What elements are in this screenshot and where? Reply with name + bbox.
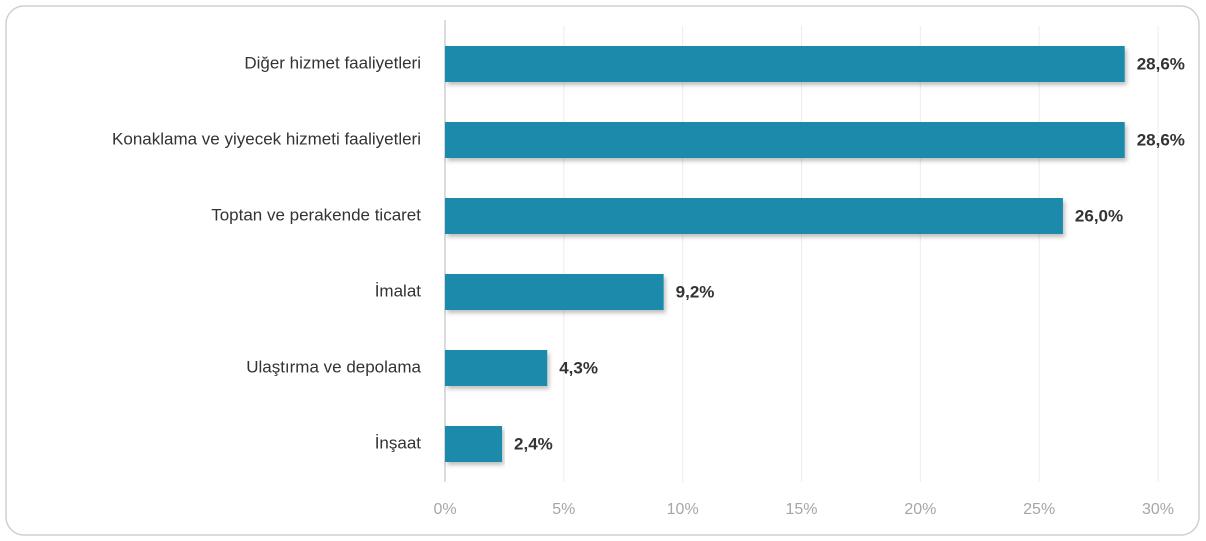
x-tick-label: 10% [667,501,699,518]
x-tick-label: 15% [785,501,817,518]
x-tick-label: 5% [552,501,575,518]
value-label: 26,0% [1075,206,1123,225]
value-label: 2,4% [514,434,553,453]
y-tick-label: Ulaştırma ve depolama [246,357,421,376]
bar [445,426,503,462]
bar [445,350,548,386]
value-label: 4,3% [559,358,598,377]
bar [445,46,1125,82]
bar [445,122,1125,158]
bar [445,198,1063,234]
chart-frame [5,5,1200,536]
x-tick-label: 20% [904,501,936,518]
y-tick-label: Toptan ve perakende ticaret [211,205,421,224]
value-label: 28,6% [1137,130,1185,149]
x-tick-label: 0% [433,501,456,518]
x-tick-label: 25% [1023,501,1055,518]
y-tick-label: İmalat [375,281,422,300]
y-tick-label: Konaklama ve yiyecek hizmeti faaliyetler… [112,129,421,148]
value-label: 28,6% [1137,54,1185,73]
x-tick-label: 30% [1142,501,1174,518]
y-tick-label: İnşaat [375,433,422,452]
value-label: 9,2% [676,282,715,301]
y-tick-label: Diğer hizmet faaliyetleri [244,53,421,72]
bar [445,274,664,310]
